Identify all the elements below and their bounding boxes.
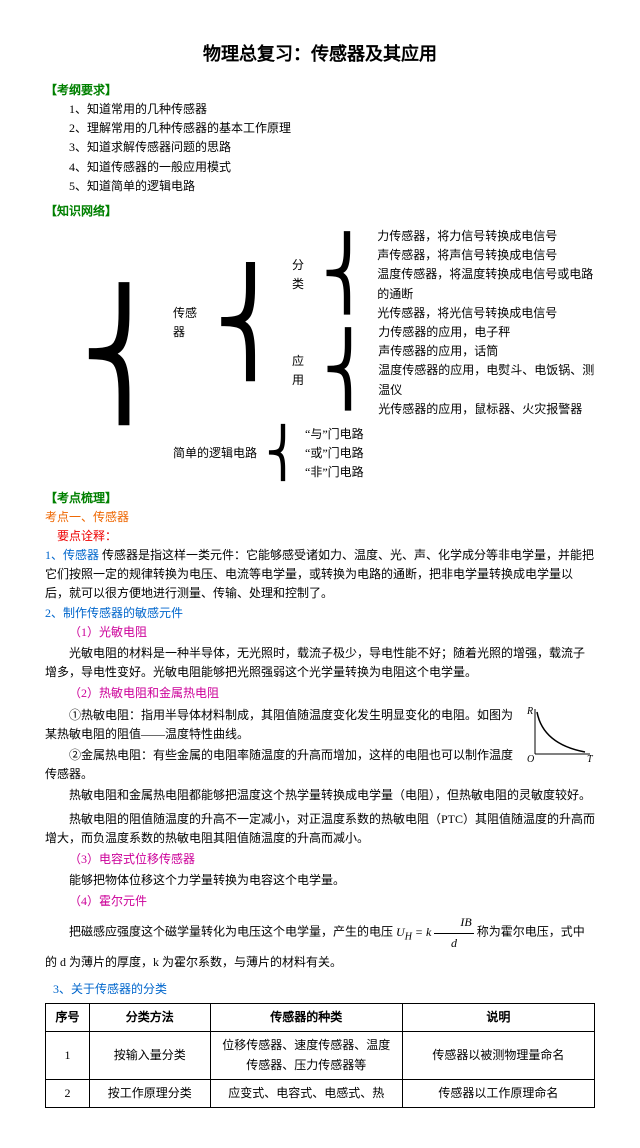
sub-2-2-head: （2）热敏电阻和金属热电阻 — [69, 684, 595, 703]
tree-leaf: 光传感器，将光信号转换成电信号 — [377, 304, 595, 323]
outline-item: 3、知道求解传感器问题的思路 — [69, 138, 595, 157]
section-1-head: 1、传感器 — [45, 548, 99, 562]
table-cell: 1 — [46, 1032, 90, 1079]
table-cell: 按输入量分类 — [89, 1032, 210, 1079]
sub-2-1-body: 光敏电阻的材料是一种半导体，无光照时，载流子极少，导电性能不好；随着光照的增强，… — [45, 644, 595, 682]
table-header: 分类方法 — [89, 1004, 210, 1032]
table-row: 2 按工作原理分类 应变式、电容式、电感式、热 传感器以工作原理命名 — [46, 1079, 595, 1107]
table-header: 传感器的种类 — [210, 1004, 402, 1032]
page-title: 物理总复习：传感器及其应用 — [45, 40, 595, 69]
sub-2-4-body: 把磁感应强度这个磁学量转化为电压这个电学量，产生的电压 UH = k IBd 称… — [45, 913, 595, 972]
tree-node: 简单的逻辑电路 — [173, 425, 261, 483]
tree-leaf: 温度传感器，将温度转换成电信号或电路的通断 — [377, 265, 595, 303]
keypoint-sub: 要点诠释： — [57, 527, 595, 546]
tree-leaf: 声传感器的应用，话筒 — [378, 342, 595, 361]
sub-2-3-body: 能够把物体位移这个力学量转换为电容这个电学量。 — [45, 871, 595, 890]
tree-leaf: “或”门电路 — [305, 444, 364, 463]
table-row: 序号 分类方法 传感器的种类 说明 — [46, 1004, 595, 1032]
outline-item: 2、理解常用的几种传感器的基本工作原理 — [69, 119, 595, 138]
table-header: 序号 — [46, 1004, 90, 1032]
tree-leaf: 声传感器，将声信号转换成电信号 — [377, 246, 595, 265]
sensor-classification-table: 序号 分类方法 传感器的种类 说明 1 按输入量分类 位移传感器、速度传感器、温… — [45, 1003, 595, 1108]
outline-heading: 【考纲要求】 — [45, 81, 595, 100]
table-cell: 传感器以工作原理命名 — [402, 1079, 594, 1107]
outline-item: 1、知道常用的几种传感器 — [69, 100, 595, 119]
table-cell: 位移传感器、速度传感器、温度传感器、压力传感器等 — [210, 1032, 402, 1079]
sub-2-4-head: （4）霍尔元件 — [69, 892, 595, 911]
brace-icon: ⎨ — [75, 227, 173, 482]
knowledge-tree: ⎨ 传感器 ⎨ 分类 ⎨ 力传感器，将力信号转换成电信号 声传感器，将声信号转换… — [75, 227, 595, 482]
keypoint-1: 考点一、传感器 — [45, 508, 595, 527]
tree-leaf: 力传感器，将力信号转换成电信号 — [377, 227, 595, 246]
brace-icon: ⎨ — [261, 425, 305, 483]
y-axis-label: R — [526, 706, 533, 717]
sub-2-2-p1: ①热敏电阻：指用半导体材料制成，其阻值随温度变化发生明显变化的电阻。如图为某热敏… — [45, 706, 595, 744]
outline-item: 4、知道传感器的一般应用模式 — [69, 158, 595, 177]
table-row: 1 按输入量分类 位移传感器、速度传感器、温度传感器、压力传感器等 传感器以被测… — [46, 1032, 595, 1079]
sub-2-2-p3: 热敏电阻和金属热电阻都能够把温度这个热学量转换成电学量（电阻），但热敏电阻的灵敏… — [45, 786, 595, 805]
tree-leaf: 光传感器的应用，鼠标器、火灾报警器 — [378, 400, 595, 419]
section-1-body: 传感器是指这样一类元件：它能够感受诸如力、温度、光、声、化学成分等非电学量，并能… — [45, 548, 594, 600]
table-cell: 传感器以被测物理量命名 — [402, 1032, 594, 1079]
tree-node: 分类 — [292, 227, 317, 323]
brace-icon: ⎨ — [318, 323, 379, 419]
tree-leaf: 温度传感器的应用，电熨斗、电饭锅、测温仪 — [378, 361, 595, 399]
table-cell: 按工作原理分类 — [89, 1079, 210, 1107]
tree-leaf: 力传感器的应用，电子秤 — [378, 323, 595, 342]
table-cell: 应变式、电容式、电感式、热 — [210, 1079, 402, 1107]
section-2-head: 2、制作传感器的敏感元件 — [45, 604, 595, 623]
sub-2-3-head: （3）电容式位移传感器 — [69, 850, 595, 869]
tree-node: 传感器 — [173, 227, 209, 419]
rt-curve-figure: R T O — [525, 704, 595, 764]
combing-heading: 【考点梳理】 — [45, 489, 595, 508]
tree-leaf: “非”门电路 — [305, 463, 364, 482]
sub-2-2-p4: 热敏电阻的阻值随温度的升高不一定减小，对正温度系数的热敏电阻（PTC）其阻值随温… — [45, 810, 595, 848]
tree-leaf: “与”门电路 — [305, 425, 364, 444]
section-3-head: 3、关于传感器的分类 — [53, 980, 595, 999]
table-cell: 2 — [46, 1079, 90, 1107]
hall-formula: UH = k IBd — [396, 925, 474, 939]
tree-node: 应用 — [292, 323, 318, 419]
sub-2-1-head: （1）光敏电阻 — [69, 623, 595, 642]
network-heading: 【知识网络】 — [45, 202, 595, 221]
origin-label: O — [527, 754, 534, 764]
brace-icon: ⎨ — [209, 227, 292, 419]
table-header: 说明 — [402, 1004, 594, 1032]
sub-2-2-p2: ②金属热电阻：有些金属的电阻率随温度的升高而增加，这样的电阻也可以制作温度传感器… — [45, 746, 595, 784]
x-axis-label: T — [587, 754, 594, 764]
brace-icon: ⎨ — [317, 227, 378, 323]
outline-item: 5、知道简单的逻辑电路 — [69, 177, 595, 196]
